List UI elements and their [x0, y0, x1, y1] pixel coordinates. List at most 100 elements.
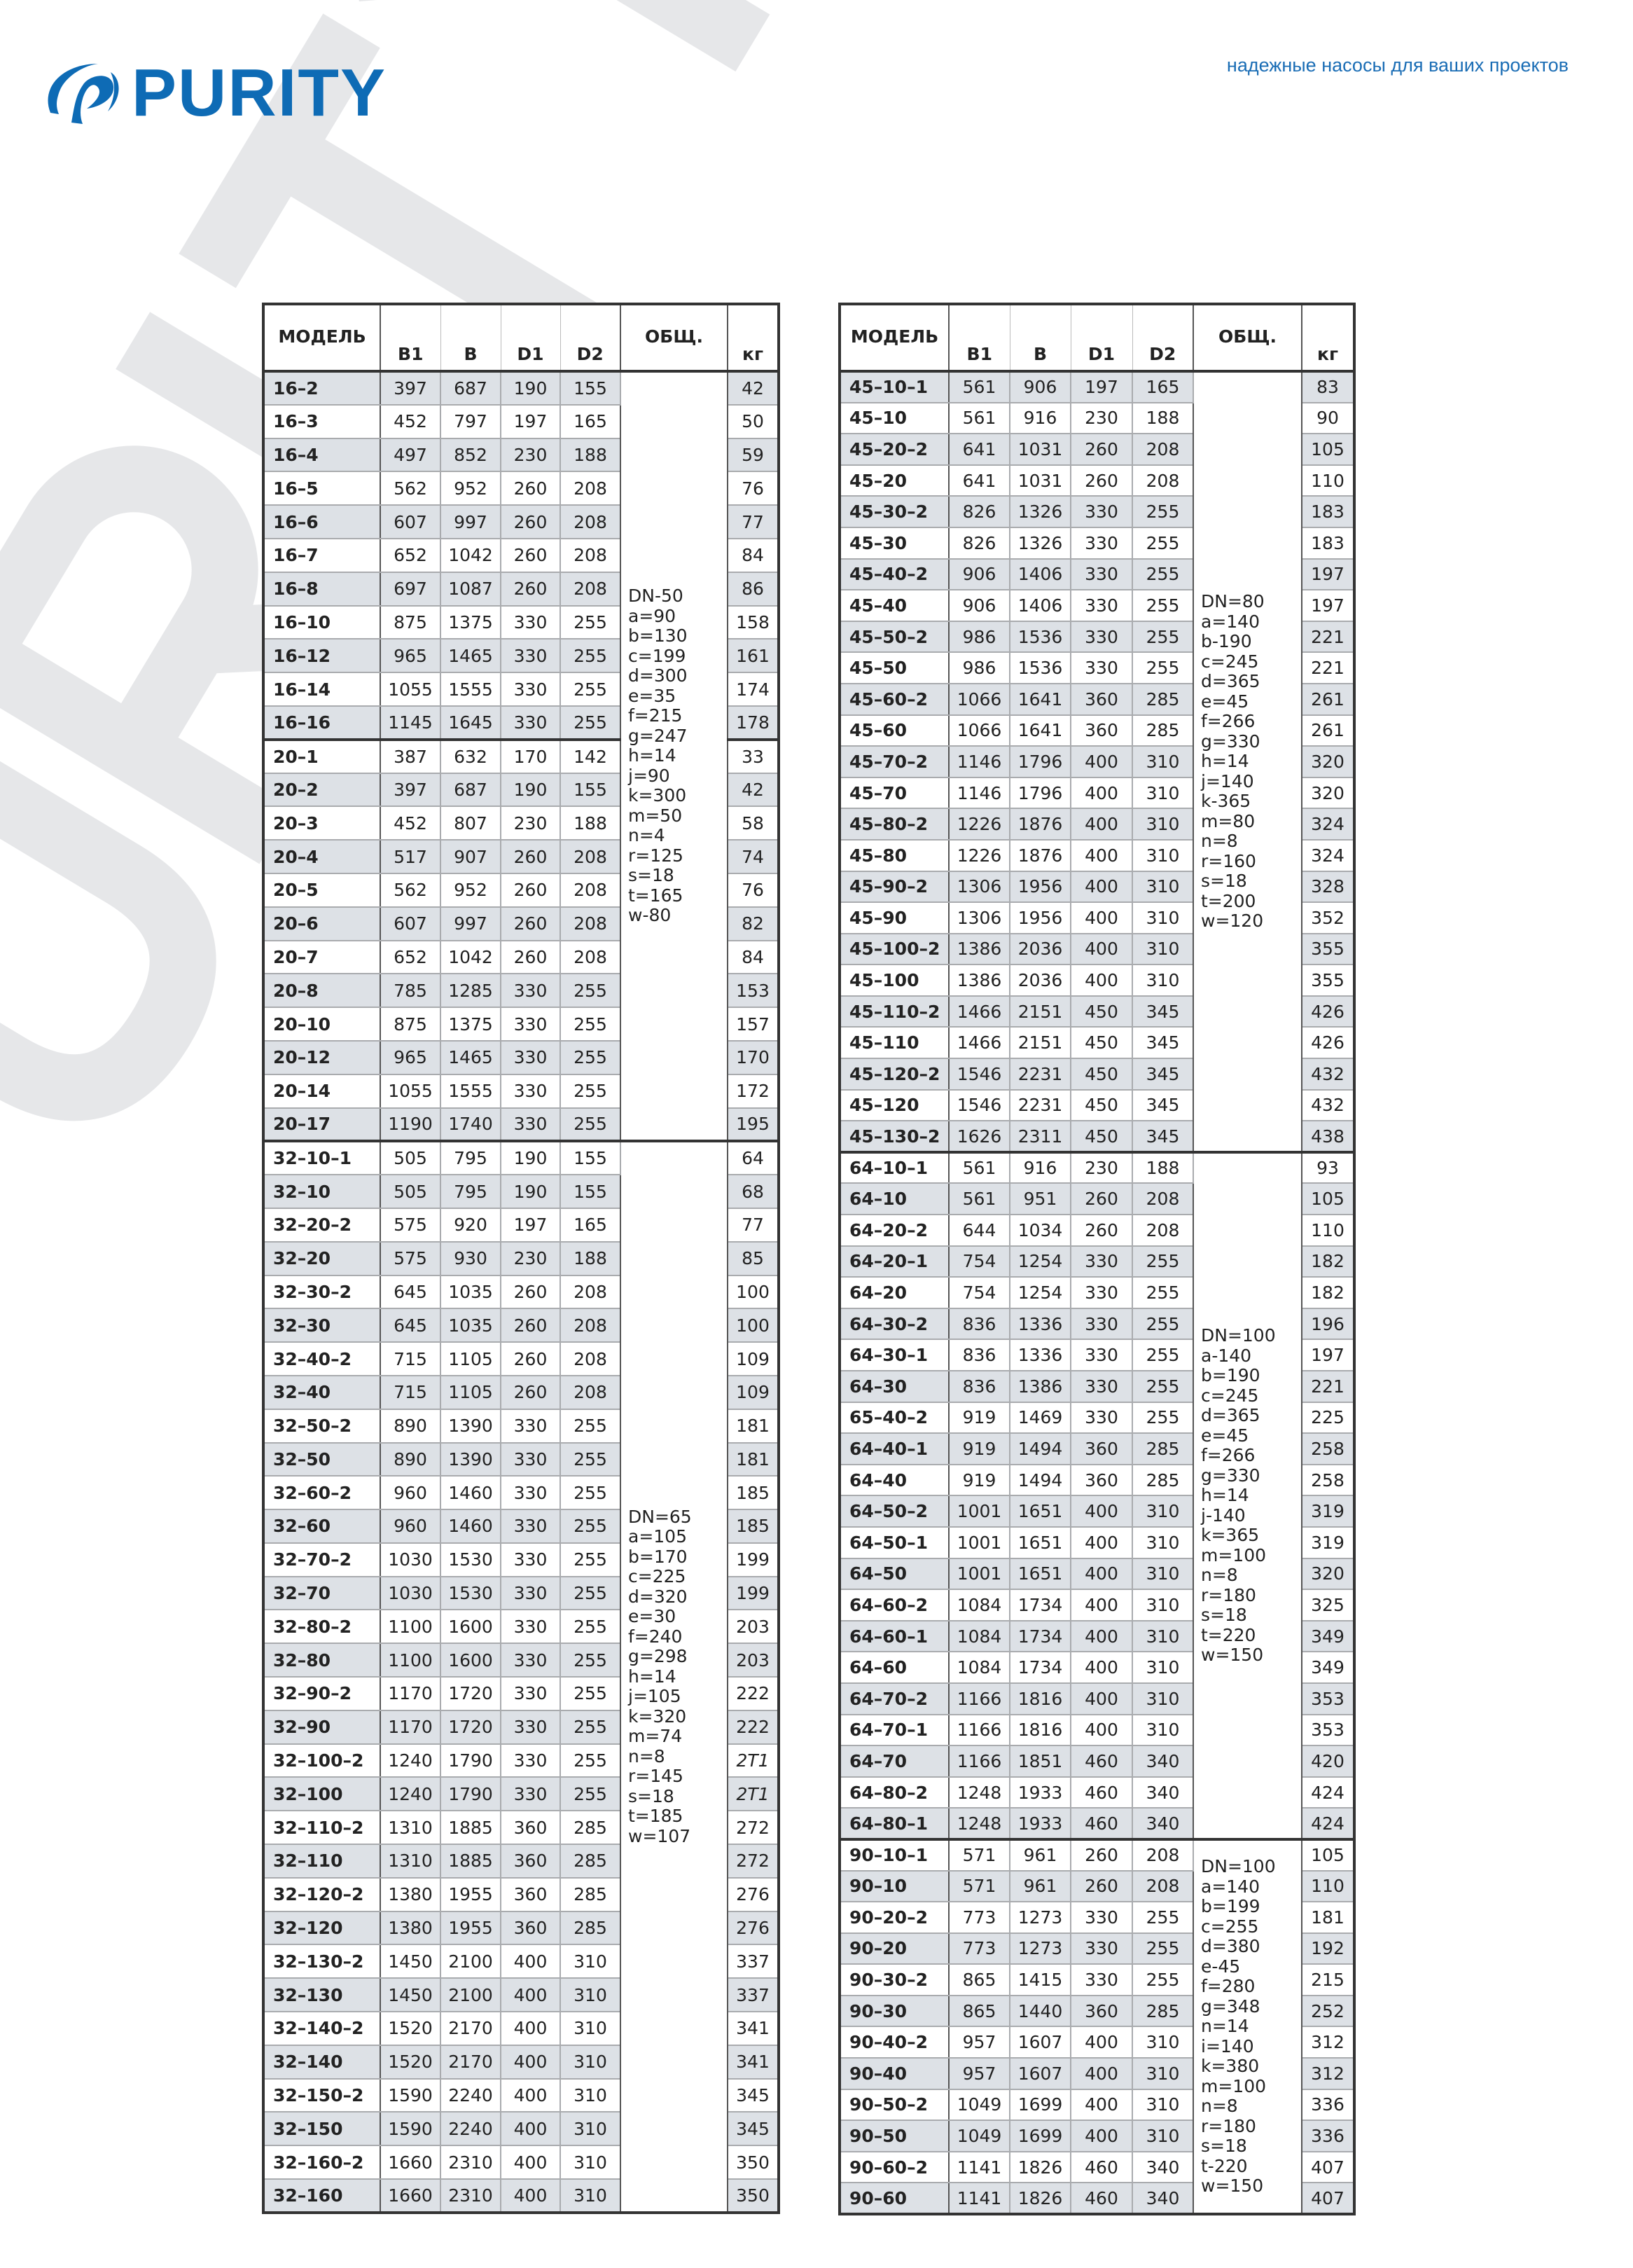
cell-b: 1826: [1009, 2150, 1071, 2184]
cell-d1: 230: [500, 805, 561, 841]
cell-b: 997: [440, 504, 501, 539]
cell-d2: 345: [1132, 995, 1194, 1028]
table-row: 20–7 652 1042 260 208 84: [263, 939, 779, 975]
table-header: МОДЕЛЬ B1 B D1 D2 ОБЩ. кг: [263, 304, 779, 373]
cell-kg: 181: [727, 1441, 779, 1477]
cell-kg: 349: [1301, 1619, 1354, 1653]
table-row: 64–10 561 951 260 208 105: [839, 1182, 1354, 1216]
spec-line: b=190: [1201, 1365, 1260, 1386]
spec-line: h=14: [628, 745, 676, 766]
cell-kg: 320: [1301, 745, 1354, 778]
spec-line: w-80: [628, 905, 672, 926]
cell-d2: 208: [560, 1308, 621, 1343]
table-row: 90–10 571 961 260 208 110: [839, 1869, 1354, 1903]
cell-d2: 208: [1132, 1837, 1194, 1872]
spec-line: t=165: [628, 885, 683, 906]
cell-d2: 208: [1132, 433, 1194, 466]
cell-model: 32–40: [263, 1374, 381, 1410]
cell-b: 1790: [440, 1743, 501, 1778]
cell-b: 1699: [1009, 2120, 1071, 2152]
cell-kg: 438: [1301, 1120, 1354, 1153]
cell-b1: 1248: [948, 1776, 1010, 1809]
cell-b1: 754: [948, 1245, 1010, 1278]
cell-d2: 255: [560, 1408, 621, 1444]
cell-model: 32–30–2: [263, 1274, 381, 1310]
cell-b1: 1166: [948, 1713, 1010, 1747]
spec-line: e=45: [1201, 691, 1249, 712]
cell-b: 632: [440, 738, 501, 774]
cell-b1: 1100: [380, 1609, 441, 1645]
cell-b1: 1146: [948, 776, 1010, 810]
cell-model: 90–30–2: [839, 1963, 950, 1996]
cell-b: 1460: [440, 1475, 501, 1511]
table-row: 64–30 836 1386 330 255 221: [839, 1370, 1354, 1403]
table-row: 32–110–2 1310 1885 360 285 272: [263, 1810, 779, 1846]
cell-model: 32–160: [263, 2178, 381, 2213]
cell-d1: 400: [1070, 1619, 1133, 1653]
table-row: 32–50 890 1390 330 255 181: [263, 1441, 779, 1477]
cell-d2: 255: [1132, 495, 1194, 528]
cell-b: 2240: [440, 2077, 501, 2113]
cell-model: 16–14: [263, 672, 381, 707]
cell-b: 1285: [440, 973, 501, 1009]
cell-b: 1406: [1009, 589, 1071, 622]
cell-b: 1876: [1009, 838, 1071, 872]
cell-kg: 195: [727, 1107, 779, 1142]
cell-d1: 460: [1070, 2182, 1133, 2215]
cell-d2: 208: [560, 872, 621, 908]
cell-b: 1734: [1009, 1619, 1071, 1653]
cell-kg: 183: [1301, 526, 1354, 560]
cell-model: 32–100–2: [263, 1743, 381, 1778]
cell-d2: 155: [560, 1174, 621, 1209]
table-row: 45–30 826 1326 330 255 183: [839, 526, 1354, 560]
cell-b1: 1084: [948, 1651, 1010, 1684]
cell-model: 20–1: [263, 738, 381, 774]
table-row: 64–50 1001 1651 400 310 320: [839, 1557, 1354, 1591]
table-row: 64–80–1 1248 1933 460 340 424: [839, 1807, 1354, 1840]
cell-b: 961: [1009, 1837, 1071, 1872]
cell-b: 1386: [1009, 1370, 1071, 1403]
cell-b: 1034: [1009, 1214, 1071, 1247]
cell-kg: 183: [1301, 495, 1354, 528]
cell-b: 2036: [1009, 964, 1071, 997]
spec-line: r=145: [628, 1766, 683, 1787]
cell-d2: 255: [560, 1743, 621, 1778]
cell-b: 1816: [1009, 1682, 1071, 1715]
cell-b: 797: [440, 403, 501, 439]
cell-model: 32–110–2: [263, 1810, 381, 1846]
cell-model: 64–50–1: [839, 1526, 950, 1559]
cell-b1: 890: [380, 1408, 441, 1444]
cell-b: 1607: [1009, 2026, 1071, 2059]
cell-b1: 1590: [380, 2077, 441, 2113]
cell-d2: 310: [1132, 2088, 1194, 2122]
cell-b1: 1306: [948, 870, 1010, 904]
header-model: МОДЕЛЬ: [840, 304, 950, 373]
cell-d2: 345: [1132, 1026, 1194, 1060]
cell-b1: 561: [948, 371, 1010, 403]
cell-b1: 571: [948, 1837, 1010, 1872]
cell-d1: 260: [1070, 433, 1133, 466]
cell-kg: 2T1: [727, 1743, 779, 1778]
common-dimensions-cell: DN-50 a=90 b=130 c=199 d=300 e=35 f=215 g=247 h=…: [620, 370, 728, 1142]
cell-model: 45–60–2: [839, 682, 950, 716]
table-row: 64–70 1166 1851 460 340 420: [839, 1745, 1354, 1778]
cell-b: 1796: [1009, 776, 1071, 810]
cell-b: 2100: [440, 1977, 501, 2013]
cell-kg: 84: [727, 537, 779, 573]
cell-kg: 324: [1301, 838, 1354, 872]
cell-d2: 255: [1132, 1276, 1194, 1309]
spec-line: r=160: [1201, 850, 1256, 871]
cell-model: 45–30–2: [839, 495, 950, 528]
cell-model: 45–40–2: [839, 558, 950, 591]
cell-b: 1955: [440, 1876, 501, 1912]
cell-model: 90–60–2: [839, 2150, 950, 2184]
cell-b1: 607: [380, 906, 441, 941]
common-dimensions-cell: DN=100 a-140 b=190 c=245 d=365 e=45 f=266 g=330…: [1193, 1150, 1302, 1840]
table-row: 65–40–2 919 1469 330 255 225: [839, 1401, 1354, 1434]
cell-d1: 330: [500, 604, 561, 640]
cell-kg: 320: [1301, 1557, 1354, 1591]
spec-line: j-140: [1201, 1505, 1246, 1526]
spec-line: DN-50: [628, 586, 683, 607]
cell-kg: 109: [727, 1374, 779, 1410]
cell-d1: 330: [1070, 495, 1133, 528]
